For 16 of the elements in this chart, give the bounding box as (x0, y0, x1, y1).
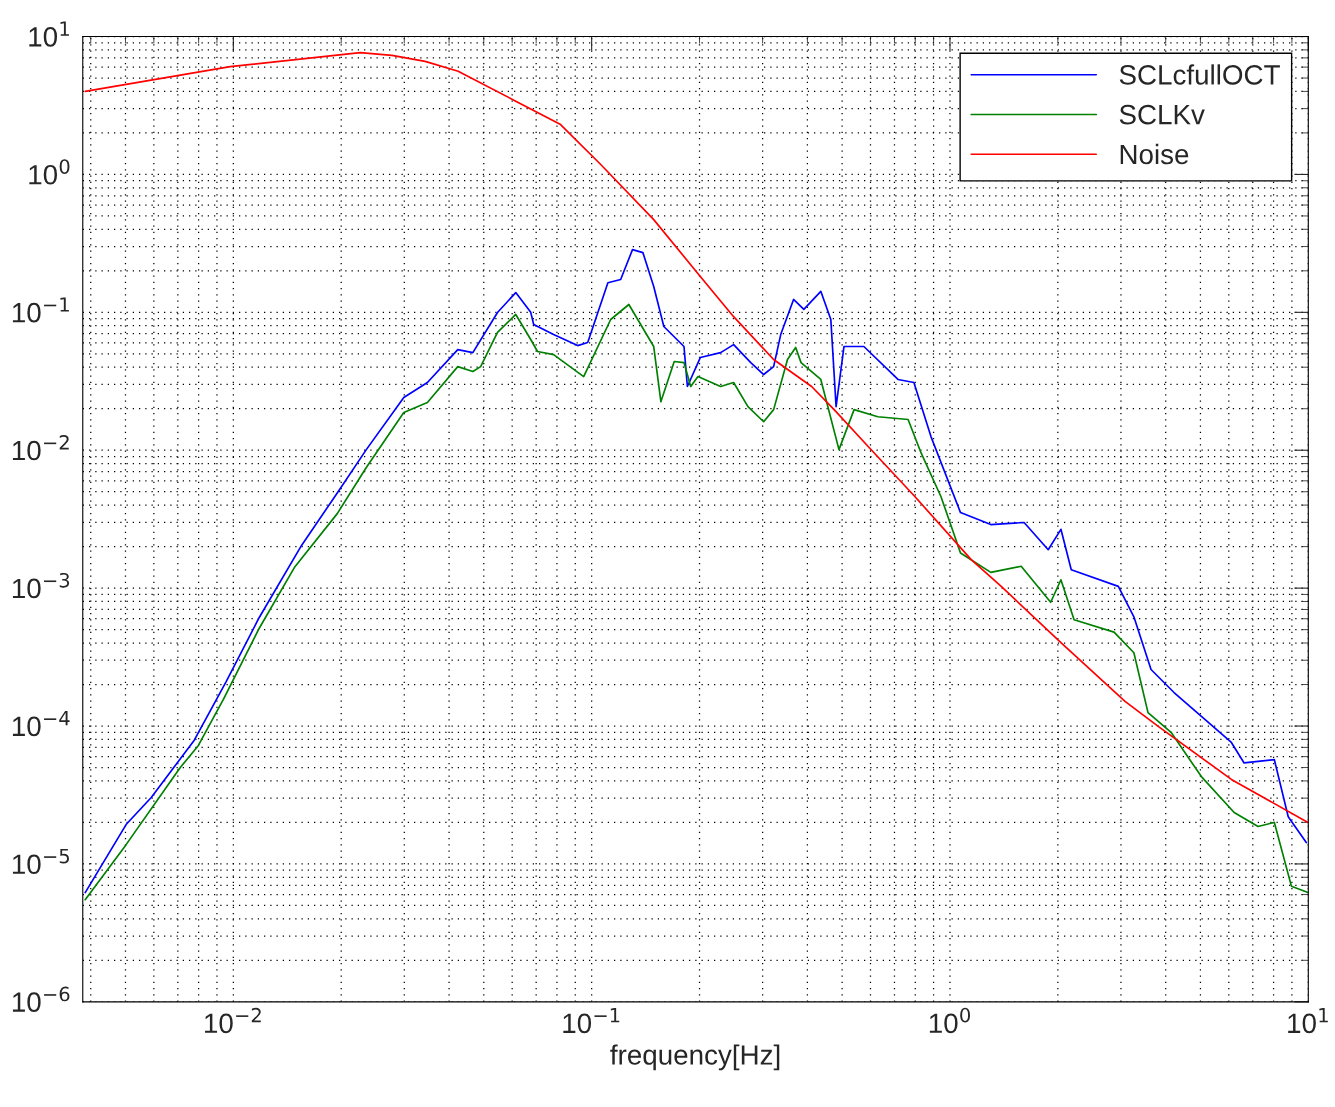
x-tick-label: 10$^{1}$ (1288, 1008, 1328, 1034)
legend-label: SCLKv (1119, 104, 1205, 125)
y-tick-label: 10$^{0}$ (29, 159, 70, 185)
x-axis-title: frequency[Hz] (610, 1044, 780, 1071)
y-tick-label: 10$^{−4}$ (12, 711, 70, 737)
y-tick-label: 10$^{−5}$ (12, 849, 69, 875)
y-tick-label: 10$^{−6}$ (12, 986, 70, 1012)
legend-label: Noise (1120, 143, 1189, 165)
y-tick-label: 10$^{−2}$ (12, 435, 69, 461)
y-tick-label: 10$^{1}$ (29, 21, 69, 47)
y-tick-label: 10$^{−3}$ (12, 572, 70, 599)
x-tick-label: 10$^{0}$ (929, 1007, 970, 1034)
legend-label: SCLcfullOCT (1119, 64, 1280, 85)
x-tick-label: 10$^{−2}$ (205, 1007, 261, 1034)
x-tick-label: 10$^{−1}$ (563, 1008, 620, 1034)
y-tick-label: 10$^{−1}$ (12, 297, 69, 323)
